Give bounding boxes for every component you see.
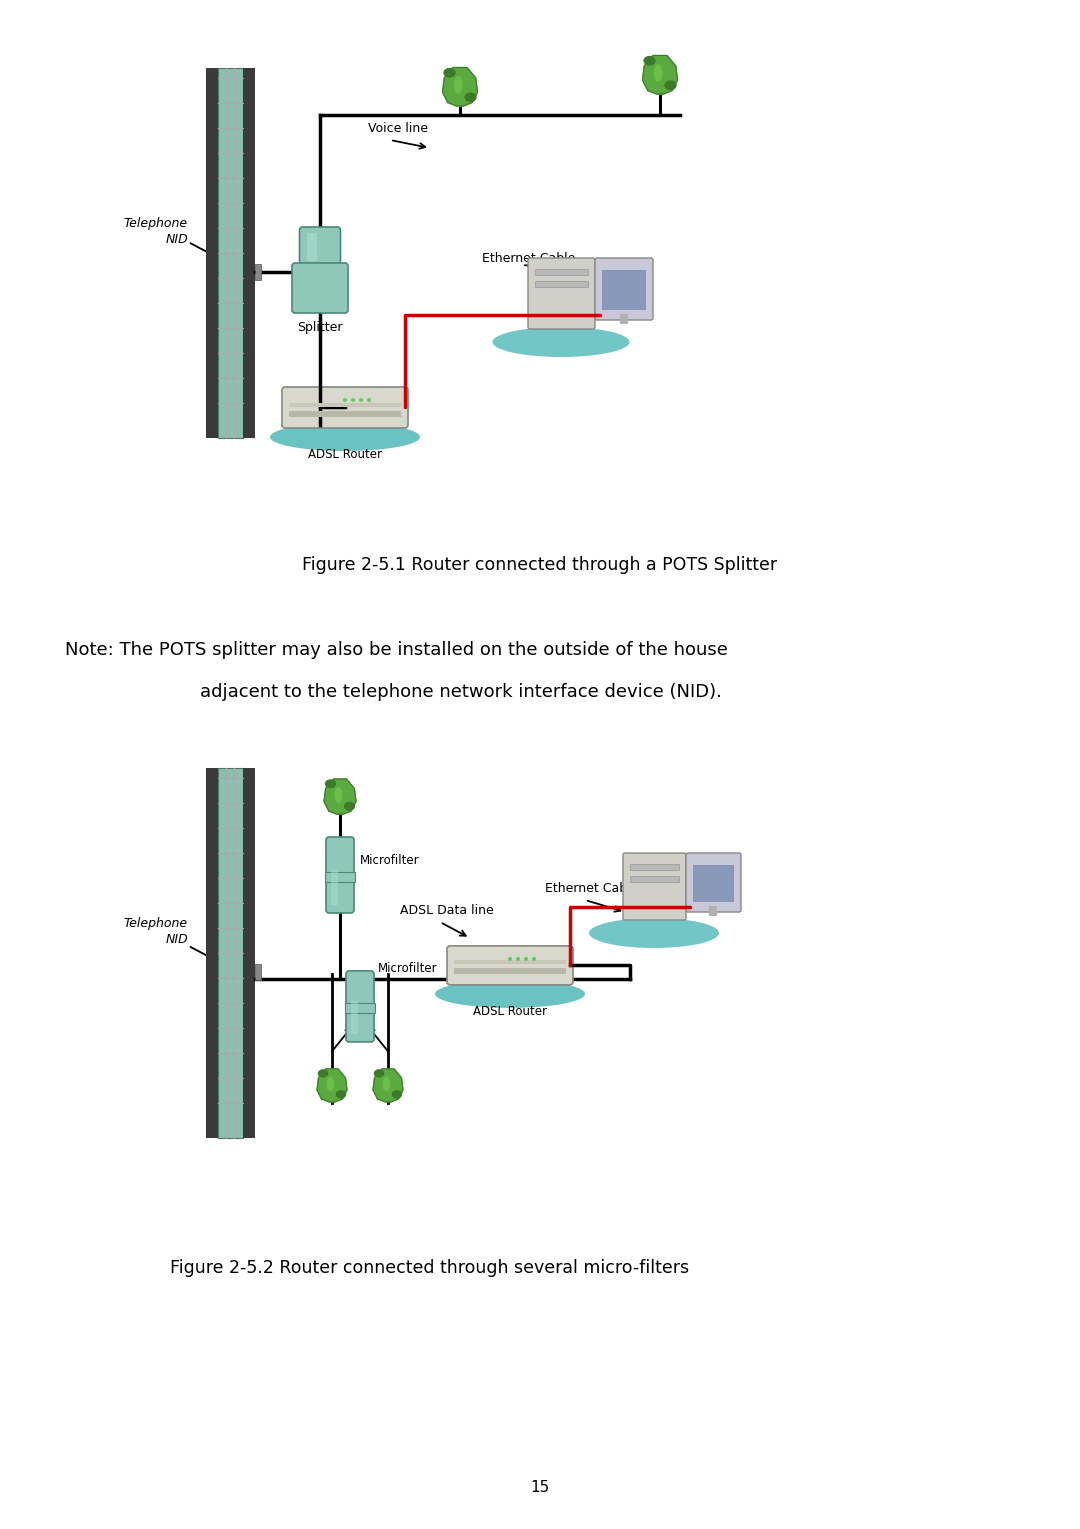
Ellipse shape <box>492 327 630 356</box>
Text: Figure 2-5.1 Router connected through a POTS Splitter: Figure 2-5.1 Router connected through a … <box>302 557 778 573</box>
Ellipse shape <box>392 1090 402 1099</box>
Text: Figure 2-5.2 Router connected through several micro-filters: Figure 2-5.2 Router connected through se… <box>171 1258 689 1277</box>
Bar <box>535 269 588 275</box>
Circle shape <box>367 398 372 402</box>
FancyBboxPatch shape <box>346 971 374 1041</box>
Text: Splitter: Splitter <box>297 321 342 335</box>
Bar <box>693 865 734 902</box>
Ellipse shape <box>270 424 420 451</box>
Text: NID: NID <box>165 933 188 946</box>
Text: Voice line: Voice line <box>368 121 428 135</box>
Ellipse shape <box>664 81 677 90</box>
Text: Microfilter: Microfilter <box>360 853 420 867</box>
Circle shape <box>524 957 528 960</box>
FancyBboxPatch shape <box>595 258 653 320</box>
Ellipse shape <box>454 76 462 93</box>
Polygon shape <box>373 1069 403 1102</box>
Bar <box>243 67 255 437</box>
FancyBboxPatch shape <box>447 946 573 985</box>
Polygon shape <box>324 778 356 815</box>
Polygon shape <box>318 1069 347 1102</box>
Bar <box>289 411 401 417</box>
Text: Microfilter: Microfilter <box>378 962 437 976</box>
Text: 15: 15 <box>530 1480 550 1494</box>
Text: Ethernet Cable: Ethernet Cable <box>482 251 576 265</box>
Bar <box>289 404 401 407</box>
Bar <box>535 281 588 287</box>
Bar <box>243 768 255 1138</box>
Circle shape <box>359 398 363 402</box>
Circle shape <box>508 957 512 960</box>
Ellipse shape <box>589 917 719 948</box>
Ellipse shape <box>382 1076 390 1092</box>
FancyBboxPatch shape <box>282 387 408 428</box>
Bar <box>345 1003 375 1012</box>
FancyBboxPatch shape <box>326 836 354 913</box>
Text: Ethernet Cable: Ethernet Cable <box>545 882 638 894</box>
Ellipse shape <box>444 67 456 78</box>
Bar <box>630 864 679 870</box>
Ellipse shape <box>464 92 476 102</box>
Ellipse shape <box>327 1076 334 1092</box>
Bar <box>620 313 627 324</box>
FancyBboxPatch shape <box>528 258 595 329</box>
Ellipse shape <box>653 64 663 81</box>
FancyBboxPatch shape <box>299 226 340 269</box>
Ellipse shape <box>345 801 355 810</box>
Ellipse shape <box>435 980 585 1008</box>
Ellipse shape <box>644 57 656 66</box>
Polygon shape <box>643 55 677 93</box>
Bar <box>255 263 261 280</box>
FancyBboxPatch shape <box>623 853 686 920</box>
Text: adjacent to the telephone network interface device (NID).: adjacent to the telephone network interf… <box>200 683 721 700</box>
Circle shape <box>516 957 519 960</box>
Bar <box>454 968 566 974</box>
Text: Note: The POTS splitter may also be installed on the outside of the house: Note: The POTS splitter may also be inst… <box>65 641 728 659</box>
Bar <box>708 907 717 916</box>
Bar <box>351 1001 357 1034</box>
Bar <box>307 232 318 261</box>
Bar <box>255 963 261 980</box>
Bar <box>206 67 218 437</box>
Text: ADSL Data line: ADSL Data line <box>400 904 494 916</box>
Bar <box>206 768 218 1138</box>
Bar <box>630 876 679 882</box>
Ellipse shape <box>336 1090 347 1099</box>
FancyBboxPatch shape <box>292 263 348 313</box>
Text: ADSL Router: ADSL Router <box>308 448 382 462</box>
FancyBboxPatch shape <box>686 853 741 911</box>
Ellipse shape <box>335 787 342 803</box>
Circle shape <box>532 957 536 960</box>
Text: ADSL Router: ADSL Router <box>473 1006 546 1018</box>
Bar <box>218 67 243 437</box>
Text: NID: NID <box>165 232 188 246</box>
Ellipse shape <box>325 780 336 789</box>
Text: Telephone: Telephone <box>124 217 188 229</box>
Circle shape <box>343 398 347 402</box>
Bar <box>325 872 355 882</box>
Bar <box>330 870 338 905</box>
Ellipse shape <box>374 1069 384 1078</box>
Text: Telephone: Telephone <box>124 917 188 930</box>
Bar <box>602 271 646 310</box>
Ellipse shape <box>318 1069 328 1078</box>
Polygon shape <box>443 67 477 106</box>
Circle shape <box>351 398 355 402</box>
Bar <box>454 960 566 963</box>
Bar <box>218 768 243 1138</box>
